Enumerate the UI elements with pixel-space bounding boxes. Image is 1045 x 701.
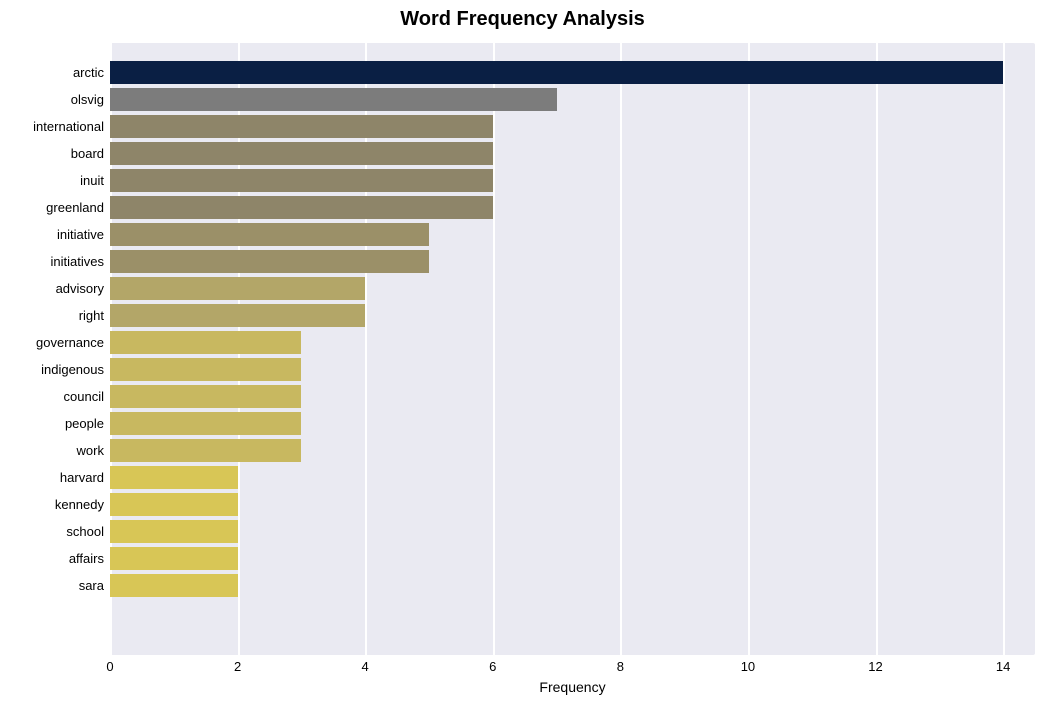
x-ticks: 02468101214 <box>110 655 1035 675</box>
bar-row <box>110 437 1035 464</box>
bar-row <box>110 113 1035 140</box>
bar-row <box>110 464 1035 491</box>
y-tick-label: council <box>10 383 104 410</box>
y-tick-label: work <box>10 437 104 464</box>
bar <box>110 358 301 381</box>
bar <box>110 223 429 246</box>
bar-row <box>110 221 1035 248</box>
bar-row <box>110 275 1035 302</box>
bar-row <box>110 59 1035 86</box>
x-tick-label: 4 <box>362 659 369 674</box>
x-tick-label: 8 <box>617 659 624 674</box>
bar <box>110 88 557 111</box>
bar <box>110 250 429 273</box>
chart-title: Word Frequency Analysis <box>10 8 1035 31</box>
bar-row <box>110 545 1035 572</box>
chart-bars <box>110 43 1035 655</box>
bar <box>110 466 238 489</box>
y-tick-label: indigenous <box>10 356 104 383</box>
bar-row <box>110 194 1035 221</box>
y-tick-label: board <box>10 140 104 167</box>
y-tick-label: school <box>10 518 104 545</box>
y-tick-label: international <box>10 113 104 140</box>
y-tick-label: initiatives <box>10 248 104 275</box>
y-tick-label: right <box>10 302 104 329</box>
bar <box>110 304 365 327</box>
chart-container: Word Frequency Analysis arcticolsviginte… <box>0 0 1045 701</box>
bar <box>110 142 493 165</box>
bar <box>110 412 301 435</box>
x-tick-label: 0 <box>106 659 113 674</box>
y-tick-label: arctic <box>10 59 104 86</box>
plot-area <box>110 43 1035 655</box>
y-tick-label: harvard <box>10 464 104 491</box>
bar <box>110 574 238 597</box>
y-tick-label: initiative <box>10 221 104 248</box>
y-axis: arcticolsviginternationalboardinuitgreen… <box>10 43 110 655</box>
bar-row <box>110 356 1035 383</box>
bar-row <box>110 86 1035 113</box>
bar-row <box>110 518 1035 545</box>
bar-row <box>110 491 1035 518</box>
bar-row <box>110 329 1035 356</box>
x-tick-label: 6 <box>489 659 496 674</box>
bar <box>110 196 493 219</box>
y-tick-label: inuit <box>10 167 104 194</box>
bar <box>110 385 301 408</box>
bar-row <box>110 383 1035 410</box>
bar <box>110 520 238 543</box>
y-tick-label: advisory <box>10 275 104 302</box>
y-tick-label: olsvig <box>10 86 104 113</box>
bar <box>110 169 493 192</box>
bar <box>110 493 238 516</box>
bar <box>110 61 1003 84</box>
bar-row <box>110 572 1035 599</box>
x-tick-label: 10 <box>741 659 755 674</box>
plot-wrap: arcticolsviginternationalboardinuitgreen… <box>10 43 1035 655</box>
x-axis-label: Frequency <box>110 679 1035 695</box>
bar <box>110 277 365 300</box>
y-tick-label: kennedy <box>10 491 104 518</box>
bar-row <box>110 140 1035 167</box>
x-axis: 02468101214 Frequency <box>110 655 1035 700</box>
bar-row <box>110 167 1035 194</box>
bar <box>110 115 493 138</box>
y-tick-label: sara <box>10 572 104 599</box>
bar-row <box>110 410 1035 437</box>
x-tick-label: 12 <box>868 659 882 674</box>
bar-row <box>110 248 1035 275</box>
y-tick-label: governance <box>10 329 104 356</box>
bar-row <box>110 302 1035 329</box>
y-tick-label: affairs <box>10 545 104 572</box>
bar <box>110 439 301 462</box>
y-tick-label: people <box>10 410 104 437</box>
bar <box>110 331 301 354</box>
x-tick-label: 2 <box>234 659 241 674</box>
y-tick-label: greenland <box>10 194 104 221</box>
x-tick-label: 14 <box>996 659 1010 674</box>
bar <box>110 547 238 570</box>
